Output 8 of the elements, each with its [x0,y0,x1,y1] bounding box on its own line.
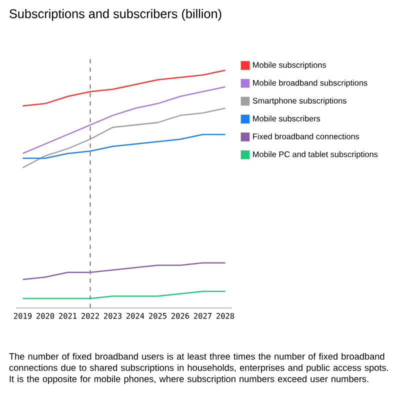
legend-label: Smartphone subscriptions [252,98,346,106]
chart-title: Subscriptions and subscribers (billion) [10,8,222,21]
legend-label: Fixed broadband connections [253,133,360,140]
legend-label: Mobile PC and tablet subscriptions [253,151,378,159]
legend-label: Mobile subscriptions [253,62,326,70]
text: The number of fixed broadband users is at least three times the number of fixed broadband connections due to shared subscriptions in households, enterprises and public access spots. It is the opposite for mobile phones, where subscription numbers exceed user numbers. [9,352,388,384]
legend-label: Mobile subscribers [253,115,320,122]
legend-label: Mobile broadband subscriptions [253,80,368,88]
